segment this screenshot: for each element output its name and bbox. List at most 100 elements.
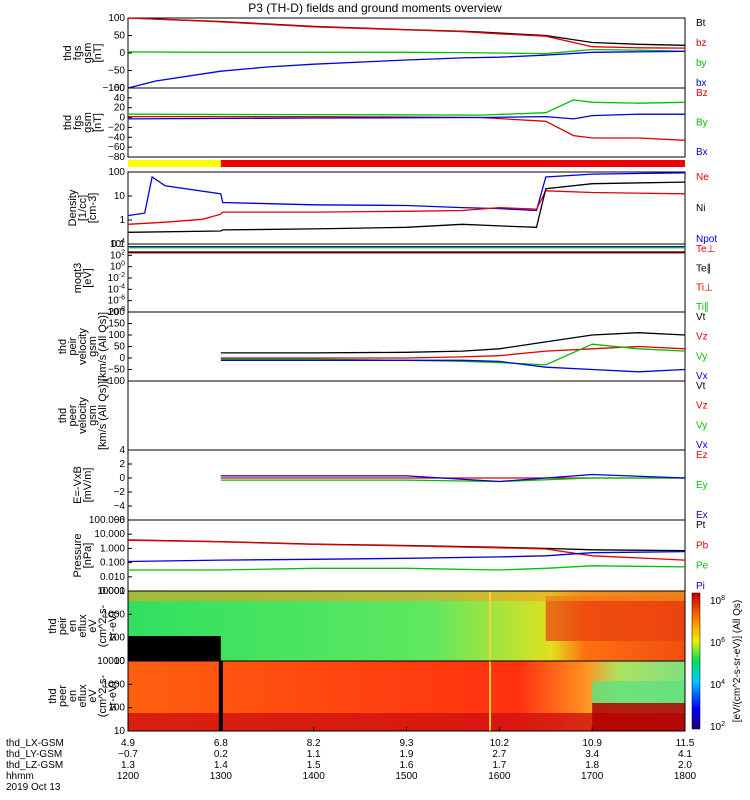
spectrogram-band [592, 681, 685, 706]
status-bar-segment-1 [220, 160, 686, 167]
series-line-Npot [127, 172, 686, 217]
colorbar-gradient [691, 592, 701, 730]
y-axis-label: peer [57, 685, 69, 707]
y-tick-label: −50 [108, 66, 125, 77]
y-tick-label: 1.000 [100, 543, 125, 554]
y-tick-label: 0 [119, 48, 125, 59]
x-tick-label: 1.6 [400, 760, 414, 771]
legend-entry: bx [696, 78, 707, 89]
x-tick-label: 1.3 [121, 760, 135, 771]
y-tick-label: −100 [102, 376, 125, 387]
legend-entry: Ex [696, 510, 708, 521]
x-tick-label: 11.5 [676, 738, 695, 749]
x-row-label: thd_LZ-GSM [6, 760, 63, 771]
y-tick-label: 0 [119, 353, 125, 364]
legend-entry: Vz [696, 332, 708, 343]
x-tick-label: 8.2 [307, 738, 321, 749]
x-tick-label: 1.1 [307, 749, 321, 760]
y-tick-label: −40 [108, 132, 125, 143]
y-axis-label: eV [87, 689, 99, 703]
series-line-Bx [127, 113, 685, 120]
series-line-Ne [127, 190, 686, 225]
x-tick-label: 1400 [303, 771, 326, 782]
spectrogram-band [592, 703, 685, 731]
y-axis-label: gsm [82, 43, 94, 64]
y-axis-label: gsm [87, 405, 99, 426]
y-tick-label: 100 [108, 13, 125, 24]
panels-group: 100500−50−100thdfgsgsm[nT]Btbzbybx604020… [47, 13, 743, 737]
y-axis-label: [mV/m] [82, 468, 94, 503]
legend-entry: Te⊥ [696, 244, 715, 255]
legend-entry: Vz [696, 401, 708, 412]
x-tick-label: 1500 [395, 771, 418, 782]
y-axis-label: peir [67, 337, 79, 356]
spectrogram-band [545, 596, 685, 641]
y-axis-label: eflux [77, 614, 89, 638]
colorbar: 108 106 104 102 [eV/(cm^2-s-sr-eV)] (All Qs) [691, 592, 743, 733]
panel-peer_eflux: 10000 1000 100 10 thdpeerenefluxeV(cm^2-s-sr… [47, 656, 686, 737]
x-row-label: thd_LX-GSM [6, 738, 64, 749]
y-tick-label: 0 [119, 473, 125, 484]
y-axis-label: peer [67, 404, 79, 426]
panel-e_field: 4 2 0 −2 −4 −6 E=-VxB[mV/m] Ez Ey Ex [72, 445, 708, 526]
spectrogram-peir_eflux [128, 591, 685, 661]
y-tick-label: 10 [114, 191, 126, 202]
legend-entry: Vx [696, 371, 708, 382]
y-tick-label: −4 [114, 501, 126, 512]
colorbar-tick-label: 104 [710, 679, 725, 691]
y-axis-label: Pressure [72, 533, 84, 577]
y-axis-label: (cm^2-s- [97, 674, 109, 717]
y-tick-label: 50 [114, 31, 126, 42]
series-line-Pe [128, 565, 686, 571]
y-axis-label: [cm-3] [87, 193, 99, 224]
legend-entry: Pi [696, 581, 705, 592]
colorbar-tick-label: 102 [710, 721, 725, 733]
panel-frame [127, 519, 686, 592]
x-tick-label: 1800 [674, 771, 697, 782]
y-axis-label: velocity [77, 328, 89, 365]
y-tick-label: 50 [114, 342, 126, 353]
panel-pressure: 100.000 10.000 1.000 0.100 0.010 0.001 Pressur… [72, 515, 709, 597]
y-tick-label: 102 [110, 249, 125, 261]
x-row-label: thd_LY-GSM [6, 749, 62, 760]
y-axis-label: en [67, 620, 79, 632]
y-axis-label: E=-VxB [72, 466, 84, 504]
series-line-Vx [220, 359, 686, 373]
y-tick-label: −100 [102, 83, 125, 94]
y-axis-label: fgs [72, 45, 84, 60]
y-tick-label: 0.100 [100, 558, 125, 569]
y-tick-label: 2 [119, 459, 125, 470]
legend-entry: Ti⊥ [696, 283, 713, 294]
x-tick-label: 9.3 [400, 738, 414, 749]
colorbar-tick-label: 106 [710, 637, 725, 649]
x-date-label: 2019 Oct 13 [6, 782, 61, 793]
colorbar-label: [eV/(cm^2-s-sr-eV)] (All Qs) [732, 600, 743, 722]
x-tick-label: 1200 [117, 771, 140, 782]
legend-entry: Ni [696, 203, 705, 214]
panel-density: 100 10 1 0.1 Density[1/cc][cm-3] Ne Ni Npot [67, 167, 717, 250]
y-axis-label: moqt3 [72, 263, 84, 294]
y-axis-label: peir [57, 616, 69, 635]
legend-entry: Ne [696, 172, 709, 183]
y-tick-label: 200 [108, 307, 125, 318]
y-tick-label: 40 [114, 93, 126, 104]
x-tick-label: 1300 [210, 771, 233, 782]
series-line-Ex [220, 473, 686, 483]
y-tick-label: 10-2 [108, 272, 125, 284]
legend-entry: Vy [696, 351, 707, 362]
y-tick-label: −60 [108, 142, 125, 153]
legend-entry: Vy [696, 420, 707, 431]
legend-entry: Pt [696, 520, 706, 531]
spectrogram-band [128, 591, 685, 601]
x-row-label: hhmm [6, 771, 34, 782]
y-tick-label: 1000 [103, 609, 126, 620]
series-line-Vy [220, 343, 686, 366]
series-line-Vt [220, 332, 686, 354]
y-tick-label: 10 [114, 726, 126, 737]
y-axis-label: sr-eV) [107, 611, 119, 641]
y-tick-label: 20 [114, 103, 126, 114]
spectrogram-nodata-region [128, 636, 221, 661]
panel-frame [127, 171, 686, 245]
